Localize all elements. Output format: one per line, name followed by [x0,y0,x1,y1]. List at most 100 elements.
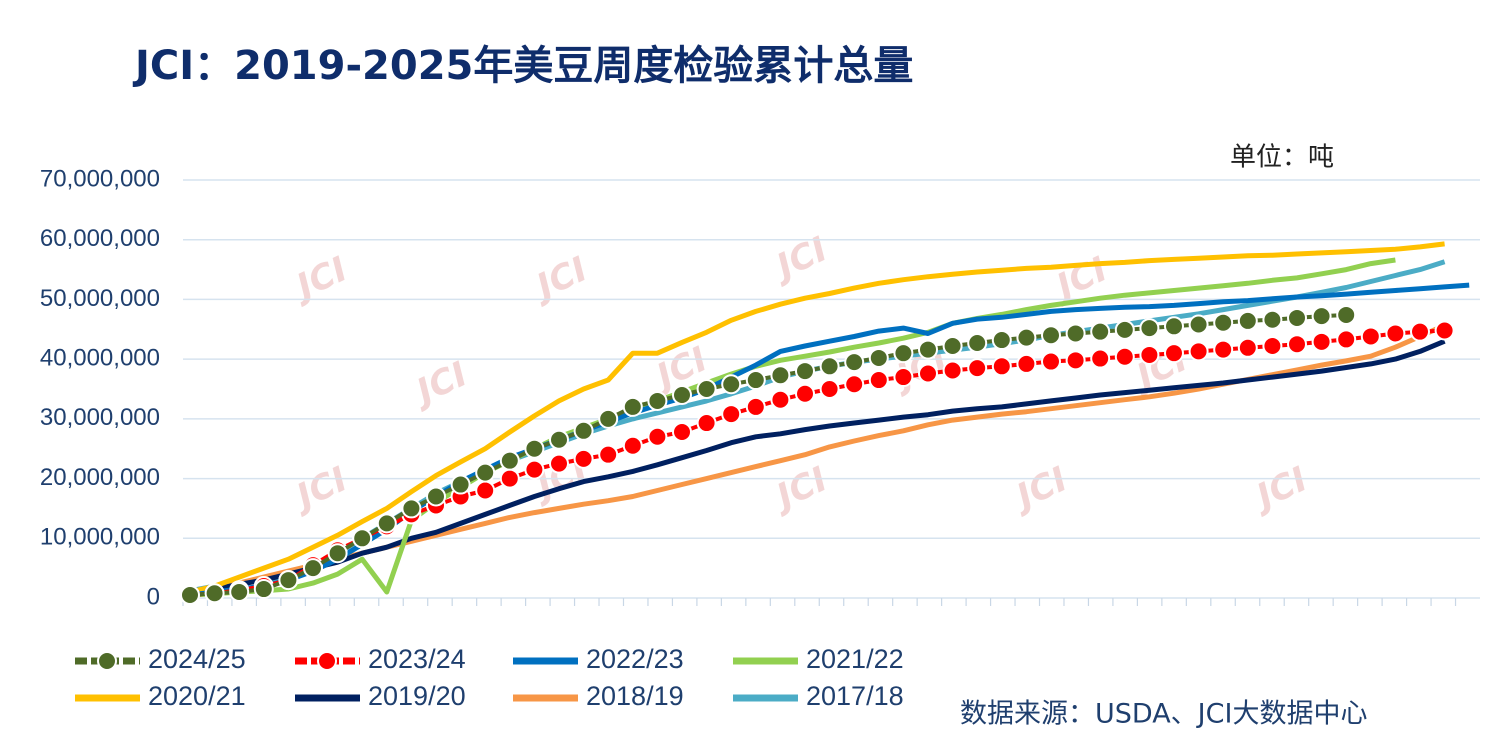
data-point [1311,306,1332,327]
y-tick-label: 0 [147,583,160,610]
data-point [622,396,643,417]
data-point [598,408,619,429]
data-point [1262,309,1283,330]
source-note: 数据来源：USDA、JCI大数据中心 [960,699,1367,730]
data-point [1188,341,1209,362]
data-point [1090,348,1111,369]
data-point [893,367,914,388]
data-point [1164,316,1184,337]
legend-label: 2024/25 [148,644,246,674]
data-point [819,356,840,377]
unit-note: 单位：吨 [1230,143,1334,173]
y-tick-label: 20,000,000 [40,464,160,491]
data-point [1336,329,1357,350]
data-point [1041,351,1061,372]
series-line [189,241,1445,595]
data-point [721,374,742,395]
data-point [795,383,815,404]
data-point [573,420,594,441]
data-point [1114,319,1135,340]
data-point [204,583,225,604]
data-point [1360,326,1381,347]
series-line [189,338,1446,598]
data-point [1311,331,1332,352]
data-point [991,356,1012,377]
data-point [1139,344,1160,365]
data-point [647,426,668,447]
data-point [303,558,323,579]
legend-label: 2022/23 [586,644,684,674]
data-point [795,361,815,382]
data-point [672,421,692,442]
data-point [1016,353,1037,374]
data-point [844,374,865,395]
legend-marker [317,651,337,671]
legend-label: 2018/19 [586,681,684,711]
data-point [524,459,545,480]
data-point [1065,350,1086,371]
data-point [401,498,422,519]
data-point [450,474,471,495]
series-line [189,257,1396,598]
data-point [918,363,938,384]
data-point [1434,320,1455,341]
legend-label: 2017/18 [806,681,904,711]
data-point [721,404,742,425]
y-tick-label: 10,000,000 [40,524,160,551]
data-point [598,444,619,465]
data-point [1237,310,1258,331]
data-point [1237,337,1258,358]
data-point [278,570,299,591]
data-point [499,468,520,489]
data-point [549,453,569,474]
data-point [967,358,988,379]
data-point [1213,312,1234,333]
data-point [745,396,766,417]
data-point [622,435,643,456]
data-point [1287,334,1307,355]
data-point [376,513,397,534]
data-point [819,379,840,399]
data-point [967,333,988,354]
data-point [893,343,914,364]
data-point [647,390,668,411]
data-point [942,336,963,357]
data-point [1188,314,1209,335]
data-point [942,360,963,381]
data-point [327,543,348,564]
data-point [426,486,446,507]
legend-label: 2023/24 [368,644,466,674]
data-point [1041,325,1061,346]
data-point [1336,304,1357,325]
y-tick-label: 70,000,000 [40,165,160,192]
data-point [524,438,545,459]
data-point [1164,343,1184,364]
data-point [1090,321,1111,342]
data-point [475,462,496,483]
data-point [573,448,594,469]
y-tick-label: 30,000,000 [40,404,160,431]
data-point [696,379,717,399]
data-point [549,429,569,450]
data-point [499,450,520,471]
data-point [991,330,1012,351]
data-point [918,339,938,360]
data-point [229,582,250,603]
data-point [770,365,791,386]
data-point [1016,327,1037,348]
data-point [1139,318,1160,339]
legend-label: 2019/20 [368,681,466,711]
data-point [844,352,865,373]
data-point [1262,336,1283,357]
data-point [672,384,692,405]
data-point [770,389,791,410]
data-point [352,528,373,549]
data-point [1410,321,1430,342]
data-point [868,370,889,391]
data-point [696,413,717,434]
data-point [1385,323,1406,344]
y-tick-label: 50,000,000 [40,285,160,312]
y-tick-label: 40,000,000 [40,344,160,371]
data-point [1287,307,1307,328]
